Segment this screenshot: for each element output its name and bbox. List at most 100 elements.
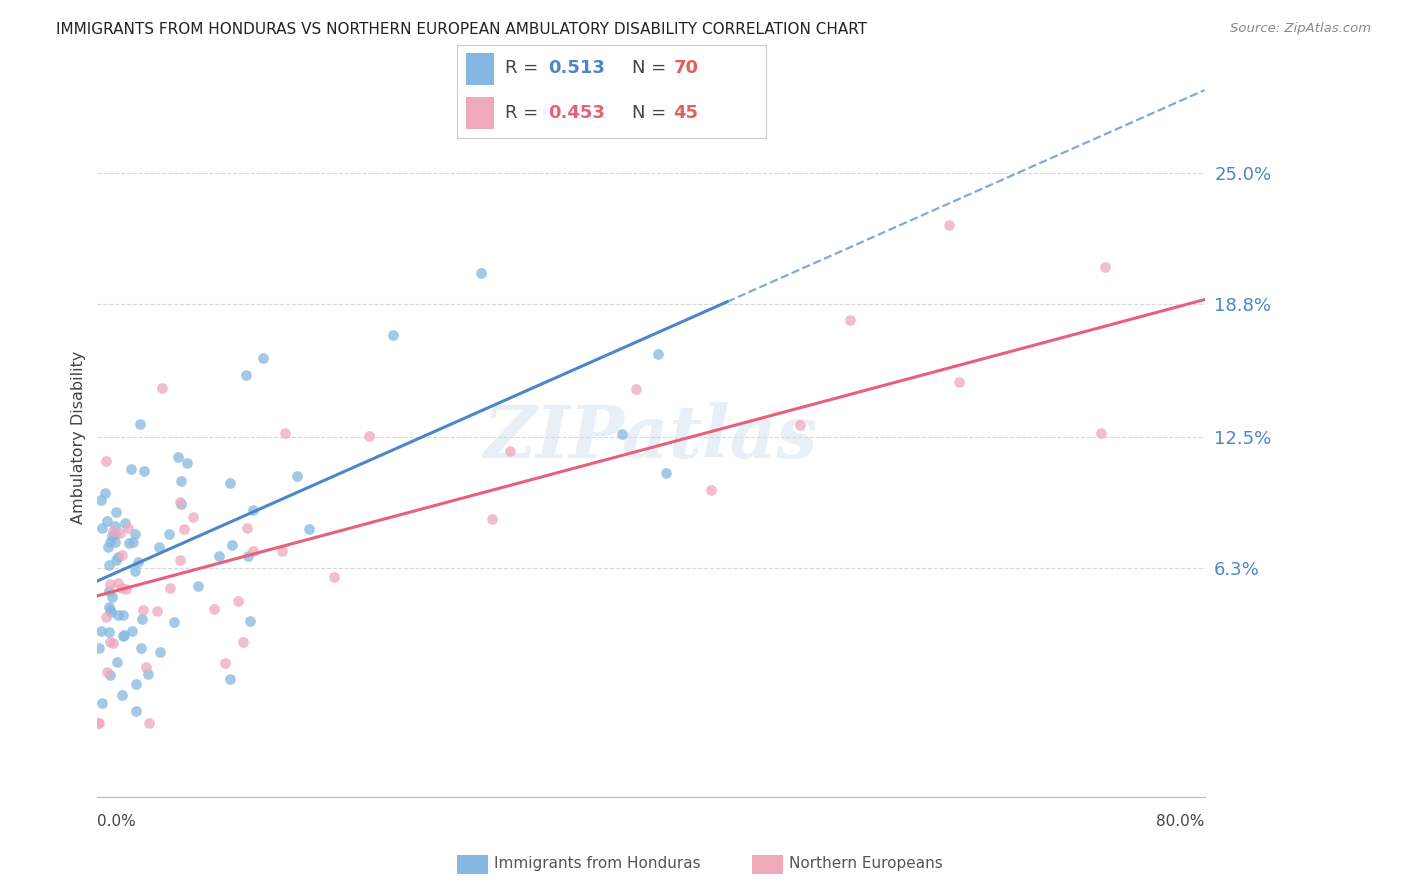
Point xyxy=(163,615,186,629)
Point xyxy=(104,534,127,549)
Point xyxy=(112,608,135,623)
Point xyxy=(94,610,117,624)
Point xyxy=(176,457,198,471)
Point xyxy=(124,527,146,541)
Point xyxy=(187,579,209,593)
Text: IMMIGRANTS FROM HONDURAS VS NORTHERN EUROPEAN AMBULATORY DISABILITY CORRELATION : IMMIGRANTS FROM HONDURAS VS NORTHERN EUR… xyxy=(56,22,868,37)
Point xyxy=(96,454,118,468)
Point xyxy=(219,475,242,490)
Point xyxy=(90,624,112,639)
Point xyxy=(470,266,492,280)
Point xyxy=(91,520,114,534)
Point xyxy=(135,659,157,673)
Point xyxy=(118,535,141,549)
Point xyxy=(96,665,118,679)
Point xyxy=(146,604,169,618)
Point xyxy=(228,594,250,608)
Point xyxy=(98,603,121,617)
Text: Immigrants from Honduras: Immigrants from Honduras xyxy=(494,856,700,871)
Point xyxy=(98,577,121,591)
Point xyxy=(124,564,146,578)
Point xyxy=(274,426,297,441)
Point xyxy=(114,582,136,597)
Point xyxy=(173,522,195,536)
Point xyxy=(87,715,110,730)
Point xyxy=(129,417,152,432)
Point xyxy=(219,672,242,686)
Y-axis label: Ambulatory Disability: Ambulatory Disability xyxy=(72,351,86,524)
Point xyxy=(159,582,181,596)
Point xyxy=(97,558,120,573)
Point xyxy=(654,467,676,481)
Point xyxy=(170,474,193,488)
Point xyxy=(252,351,274,365)
Point xyxy=(221,538,243,552)
Point xyxy=(107,549,129,564)
Point xyxy=(125,677,148,691)
Text: 0.453: 0.453 xyxy=(548,103,605,121)
Point xyxy=(111,688,134,702)
Point xyxy=(104,519,127,533)
Point xyxy=(105,656,128,670)
Point xyxy=(100,635,122,649)
Text: 0.0%: 0.0% xyxy=(97,814,136,829)
Point xyxy=(110,525,132,540)
Text: 45: 45 xyxy=(673,103,699,121)
Point xyxy=(112,627,135,641)
Text: R =: R = xyxy=(505,60,538,78)
Point xyxy=(323,570,346,584)
Text: N =: N = xyxy=(631,103,666,121)
Point xyxy=(90,696,112,710)
Point xyxy=(98,668,121,682)
Point xyxy=(107,575,129,590)
Point xyxy=(90,493,112,508)
Point xyxy=(499,443,522,458)
Text: R =: R = xyxy=(505,103,538,121)
Bar xyxy=(467,53,494,85)
Point xyxy=(132,602,155,616)
Point xyxy=(122,535,145,549)
Point xyxy=(610,427,633,442)
Point xyxy=(1090,426,1112,441)
Point xyxy=(169,552,191,566)
Point xyxy=(169,497,191,511)
Text: 0.513: 0.513 xyxy=(548,60,605,78)
Point xyxy=(481,512,503,526)
Point xyxy=(149,645,172,659)
Point xyxy=(96,514,118,528)
Point xyxy=(381,328,404,343)
Point xyxy=(699,483,721,498)
Point xyxy=(938,218,960,232)
Point xyxy=(235,368,257,382)
Point xyxy=(98,535,121,549)
Point xyxy=(131,641,153,656)
Point xyxy=(202,602,225,616)
Point xyxy=(150,381,173,395)
Point xyxy=(134,464,156,478)
Point xyxy=(214,656,236,670)
Point xyxy=(87,641,110,656)
Point xyxy=(297,522,319,536)
Bar xyxy=(467,97,494,129)
Point xyxy=(239,614,262,628)
Point xyxy=(948,375,970,389)
Point xyxy=(242,503,264,517)
Point xyxy=(157,527,180,541)
Text: N =: N = xyxy=(631,60,666,78)
Point xyxy=(104,527,127,541)
Point xyxy=(111,548,134,562)
Point xyxy=(125,704,148,718)
Point xyxy=(236,521,259,535)
Point xyxy=(98,600,121,615)
Point xyxy=(94,485,117,500)
Point xyxy=(148,540,170,554)
Point xyxy=(111,581,134,595)
Point xyxy=(117,521,139,535)
Point xyxy=(97,624,120,639)
Text: ZIPatlas: ZIPatlas xyxy=(484,401,818,473)
Text: Northern Europeans: Northern Europeans xyxy=(789,856,942,871)
Point xyxy=(104,505,127,519)
Point xyxy=(357,429,380,443)
Point xyxy=(105,553,128,567)
Point xyxy=(236,549,259,563)
